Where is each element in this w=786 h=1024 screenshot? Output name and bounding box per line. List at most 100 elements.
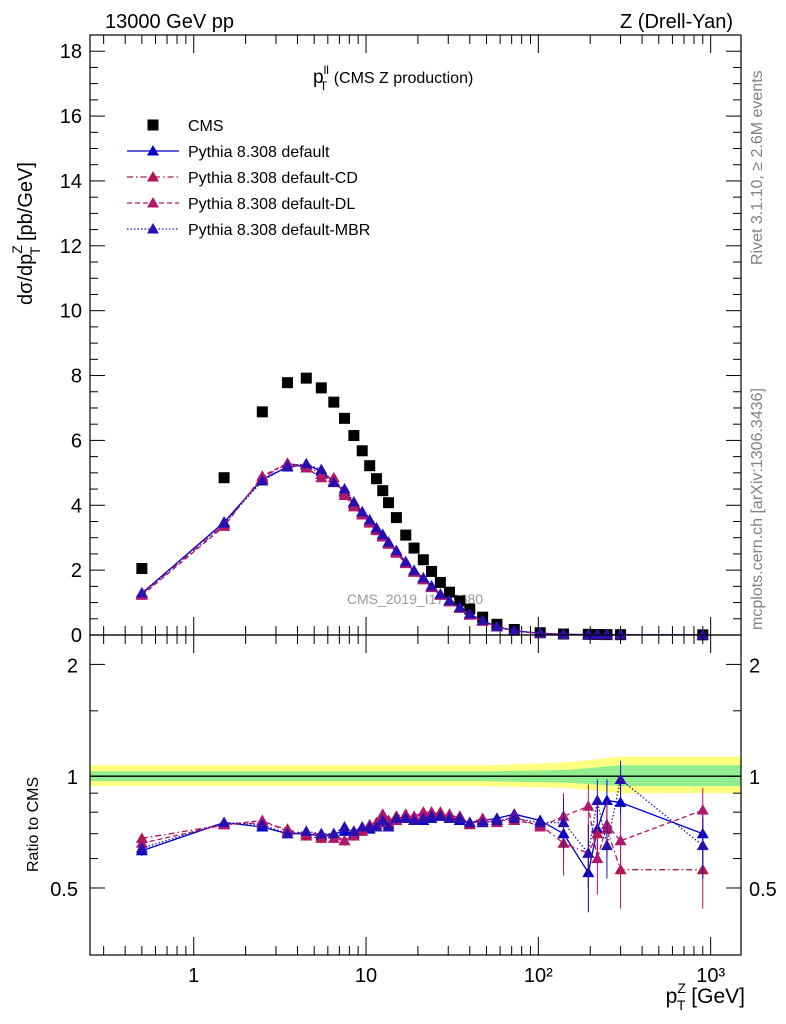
y-tick-label: 0 [71,625,82,647]
x-axis-label-unit: [GeV] [685,985,745,1008]
y-axis-label-sup: Z [9,245,25,254]
ratio-series-point [408,814,421,825]
ratio-series-point [508,812,521,823]
mc-series-point [376,528,389,539]
main-panel: 0 2 4 6 8 10 12 14 16 18 [60,34,742,647]
x-tick-label: 10³ [696,965,725,987]
legend: CMS Pythia 8.308 default Pythia 8.308 defa… [127,118,370,239]
mc-series-point [338,483,351,494]
cms-data-point [136,563,148,575]
mc-series-point [363,513,376,525]
plot-title-sup: ll [324,63,329,77]
mc-series-point [591,628,604,640]
mc-series-point [370,521,383,533]
ratio-series-point [614,796,627,807]
y-axis-label-pre: dσ/dp [15,254,37,305]
legend-marker [147,119,159,131]
legend-label: Pythia 8.308 default-DL [188,196,355,213]
ratio-series-point [591,794,604,806]
source-label: mcplots.cern.ch [arXiv:1306.3436] [749,388,766,630]
ratio-series-point [376,814,389,825]
ratio-series-point [614,834,627,846]
ratio-series-point [300,825,313,836]
mc-series-point [476,614,489,625]
legend-marker [147,197,159,208]
cms-data-point [443,586,455,598]
mc-series-point [508,624,521,636]
y-tick-label: 4 [71,495,82,517]
ratio-series-point [582,800,595,811]
ratio-series-point [425,810,438,821]
mc-series-point [347,496,360,507]
process-label: Z (Drell-Yan) [620,11,733,33]
ratio-series-point [600,839,613,851]
ratio-series-point [557,816,570,828]
y-axis-label-unit: [pb/GeV] [15,162,37,247]
mc-series-point [696,628,709,640]
ratio-series-point [256,818,269,830]
legend-label: Pythia 8.308 default-MBR [188,222,370,239]
y-tick-label: 8 [71,366,82,388]
ratio-series-point [390,812,403,823]
legend-marker [147,171,159,182]
legend-marker [147,223,159,234]
cms-data-point [356,445,368,457]
ratio-series-point [696,804,709,815]
mc-series-line [141,464,703,636]
cms-data-point [281,377,293,389]
ratio-series-point [443,812,456,823]
y-tick-label: 14 [60,171,82,193]
mc-series-point [490,620,503,632]
ratio-series-point [370,820,383,832]
mc-series-line [141,462,703,636]
mc-series-point [399,555,412,567]
ratio-series-point [327,827,340,839]
y-tick-label: 10 [60,301,82,323]
mc-series-point [463,607,476,619]
mc-series-point [434,588,447,599]
cms-data-point [315,382,327,394]
mc-series-point [600,628,613,640]
ratio-series-point [534,816,547,828]
legend-label: Pythia 8.308 default [188,144,330,161]
mc-series-point [443,594,456,606]
ratio-series-point [417,806,430,817]
x-tick-label: 10 [355,965,377,987]
mc-series-point [256,474,269,486]
ratio-series-point [376,808,389,819]
legend-label: CMS [188,118,224,135]
y-axis-label: dσ/dpZ T [pb/GeV] [9,162,43,305]
plot-title: pll T (CMS Z production) [313,63,473,93]
plot-title-sub: T [320,79,328,93]
x-axis-label-main: p [666,985,678,1008]
x-tick-label: 1 [188,965,199,987]
ratio-y-tick-label: 1 [67,767,78,789]
y-tick-label: 12 [60,236,82,258]
ratio-series-point [347,825,360,836]
ratio-series-point [218,816,231,828]
ratio-series-point [453,812,466,823]
cms-data-point [348,430,360,442]
ratio-series-point [399,812,412,823]
mc-series-point [135,586,148,598]
cms-data-point [426,565,438,577]
mc-series-point [315,463,328,475]
ratio-series-point [135,842,148,853]
x-axis-label-sub: T [677,997,686,1013]
ratio-series-point [434,810,447,821]
mc-series-point [417,571,430,583]
ratio-frame [89,634,742,956]
cms-data-point [434,576,446,588]
rivet-label: Rivet 3.1.10, ≥ 2.6M events [749,70,766,265]
ratio-series-point [315,827,328,839]
ratio-series-point [338,820,351,832]
mc-series-point [356,505,369,517]
y-tick-label: 18 [60,41,82,63]
mc-series-point [390,544,403,556]
mc-series-point [557,628,570,639]
y-tick-label: 16 [60,106,82,128]
ratio-series-point [463,816,476,828]
legend-marker [147,145,159,156]
cms-data-point [454,595,466,607]
y-tick-label: 2 [71,560,82,582]
